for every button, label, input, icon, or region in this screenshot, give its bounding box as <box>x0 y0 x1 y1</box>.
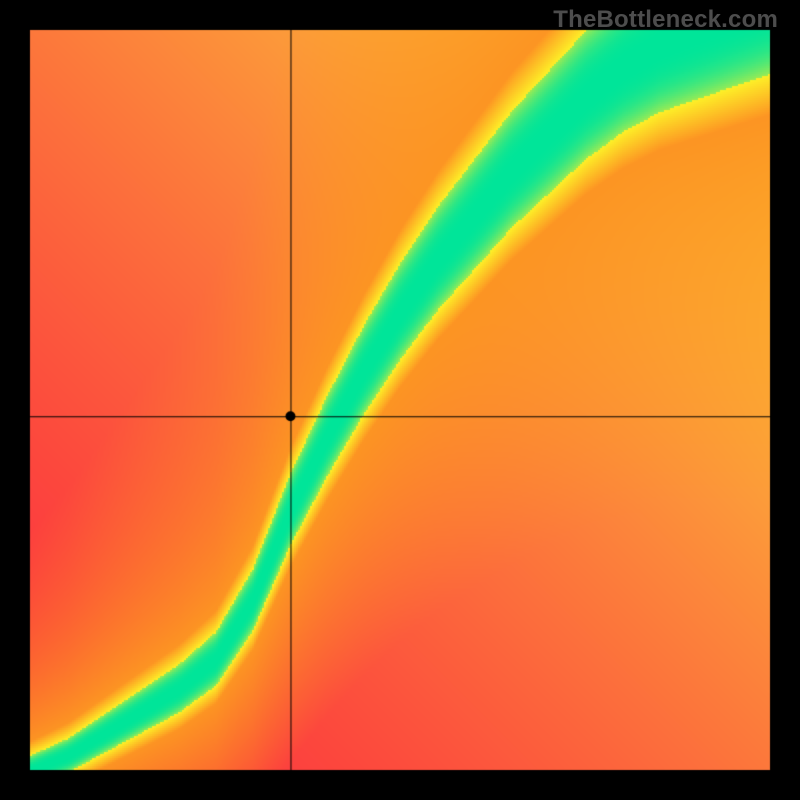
chart-container: TheBottleneck.com <box>0 0 800 800</box>
watermark-text: TheBottleneck.com <box>553 6 778 34</box>
bottleneck-heatmap-canvas <box>0 0 800 800</box>
